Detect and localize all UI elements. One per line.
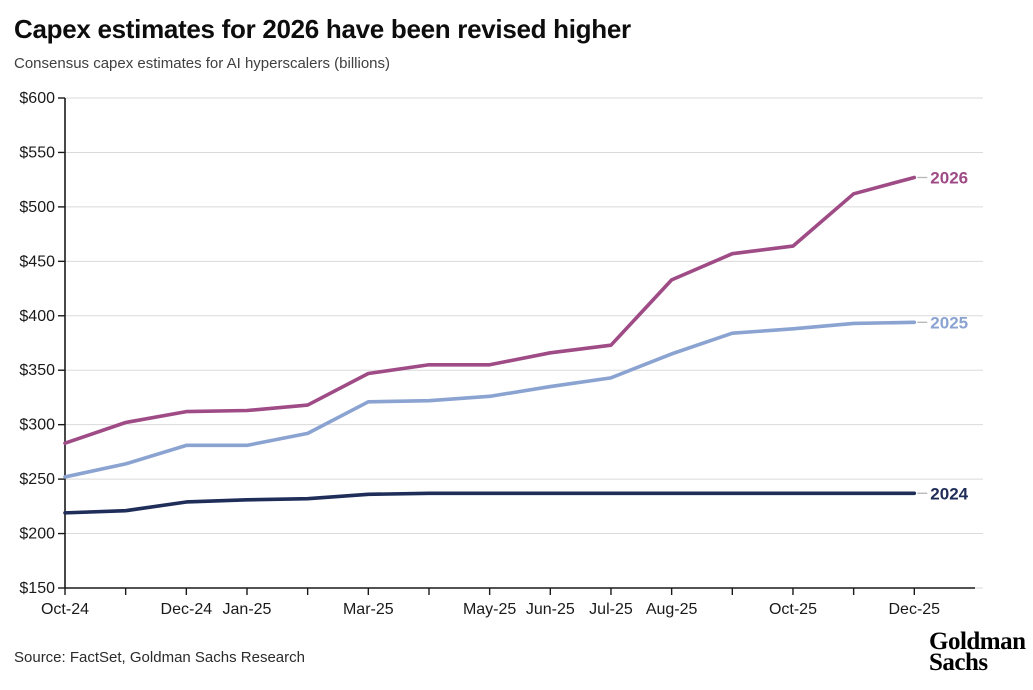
- chart-area: $150 $200 $250 $300 $350 $400 $450 $500 $550 $600…: [0, 88, 1033, 628]
- logo-line2: Sachs: [929, 648, 988, 676]
- x-tick-label: Oct-25: [769, 601, 817, 618]
- series-label-2025: 2025: [930, 313, 968, 332]
- y-tick-label: $350: [19, 362, 55, 379]
- y-tick-label: $450: [19, 253, 55, 270]
- series-label-2026: 2026: [930, 168, 968, 187]
- x-tick-label: Dec-24: [161, 601, 213, 618]
- y-tick-label: $600: [19, 90, 55, 107]
- x-tick-label: Aug-25: [646, 601, 698, 618]
- y-tick-label: $400: [19, 308, 55, 325]
- x-tick-label: Dec-25: [889, 601, 941, 618]
- source-note: Source: FactSet, Goldman Sachs Research: [14, 649, 305, 666]
- x-tick-label: Jan-25: [223, 601, 272, 618]
- series-line-2024: [63, 491, 917, 515]
- x-tick-label: Jun-25: [526, 601, 575, 618]
- logo-line1: Goldman: [929, 628, 1026, 655]
- goldman-sachs-logo: Goldman Sachs: [929, 628, 1029, 676]
- y-tick-label: $150: [19, 580, 55, 597]
- series-line-2026: [63, 175, 917, 445]
- x-tick-label: May-25: [463, 601, 516, 618]
- y-tick-label: $300: [19, 417, 55, 434]
- x-tick-label: Mar-25: [343, 601, 394, 618]
- y-tick-label: $250: [19, 471, 55, 488]
- series-line-2025: [63, 320, 917, 479]
- y-tick-label: $500: [19, 199, 55, 216]
- x-tick-label: Jul-25: [589, 601, 633, 618]
- page-title: Capex estimates for 2026 have been revis…: [14, 14, 631, 44]
- series-label-2024: 2024: [930, 484, 968, 503]
- chart-subtitle: Consensus capex estimates for AI hypersc…: [14, 55, 390, 72]
- y-tick-label: $550: [19, 144, 55, 161]
- y-tick-label: $200: [19, 526, 55, 543]
- capex-line-chart: $150 $200 $250 $300 $350 $400 $450 $500 $550 $600…: [19, 90, 983, 618]
- x-tick-label: Oct-24: [41, 601, 89, 618]
